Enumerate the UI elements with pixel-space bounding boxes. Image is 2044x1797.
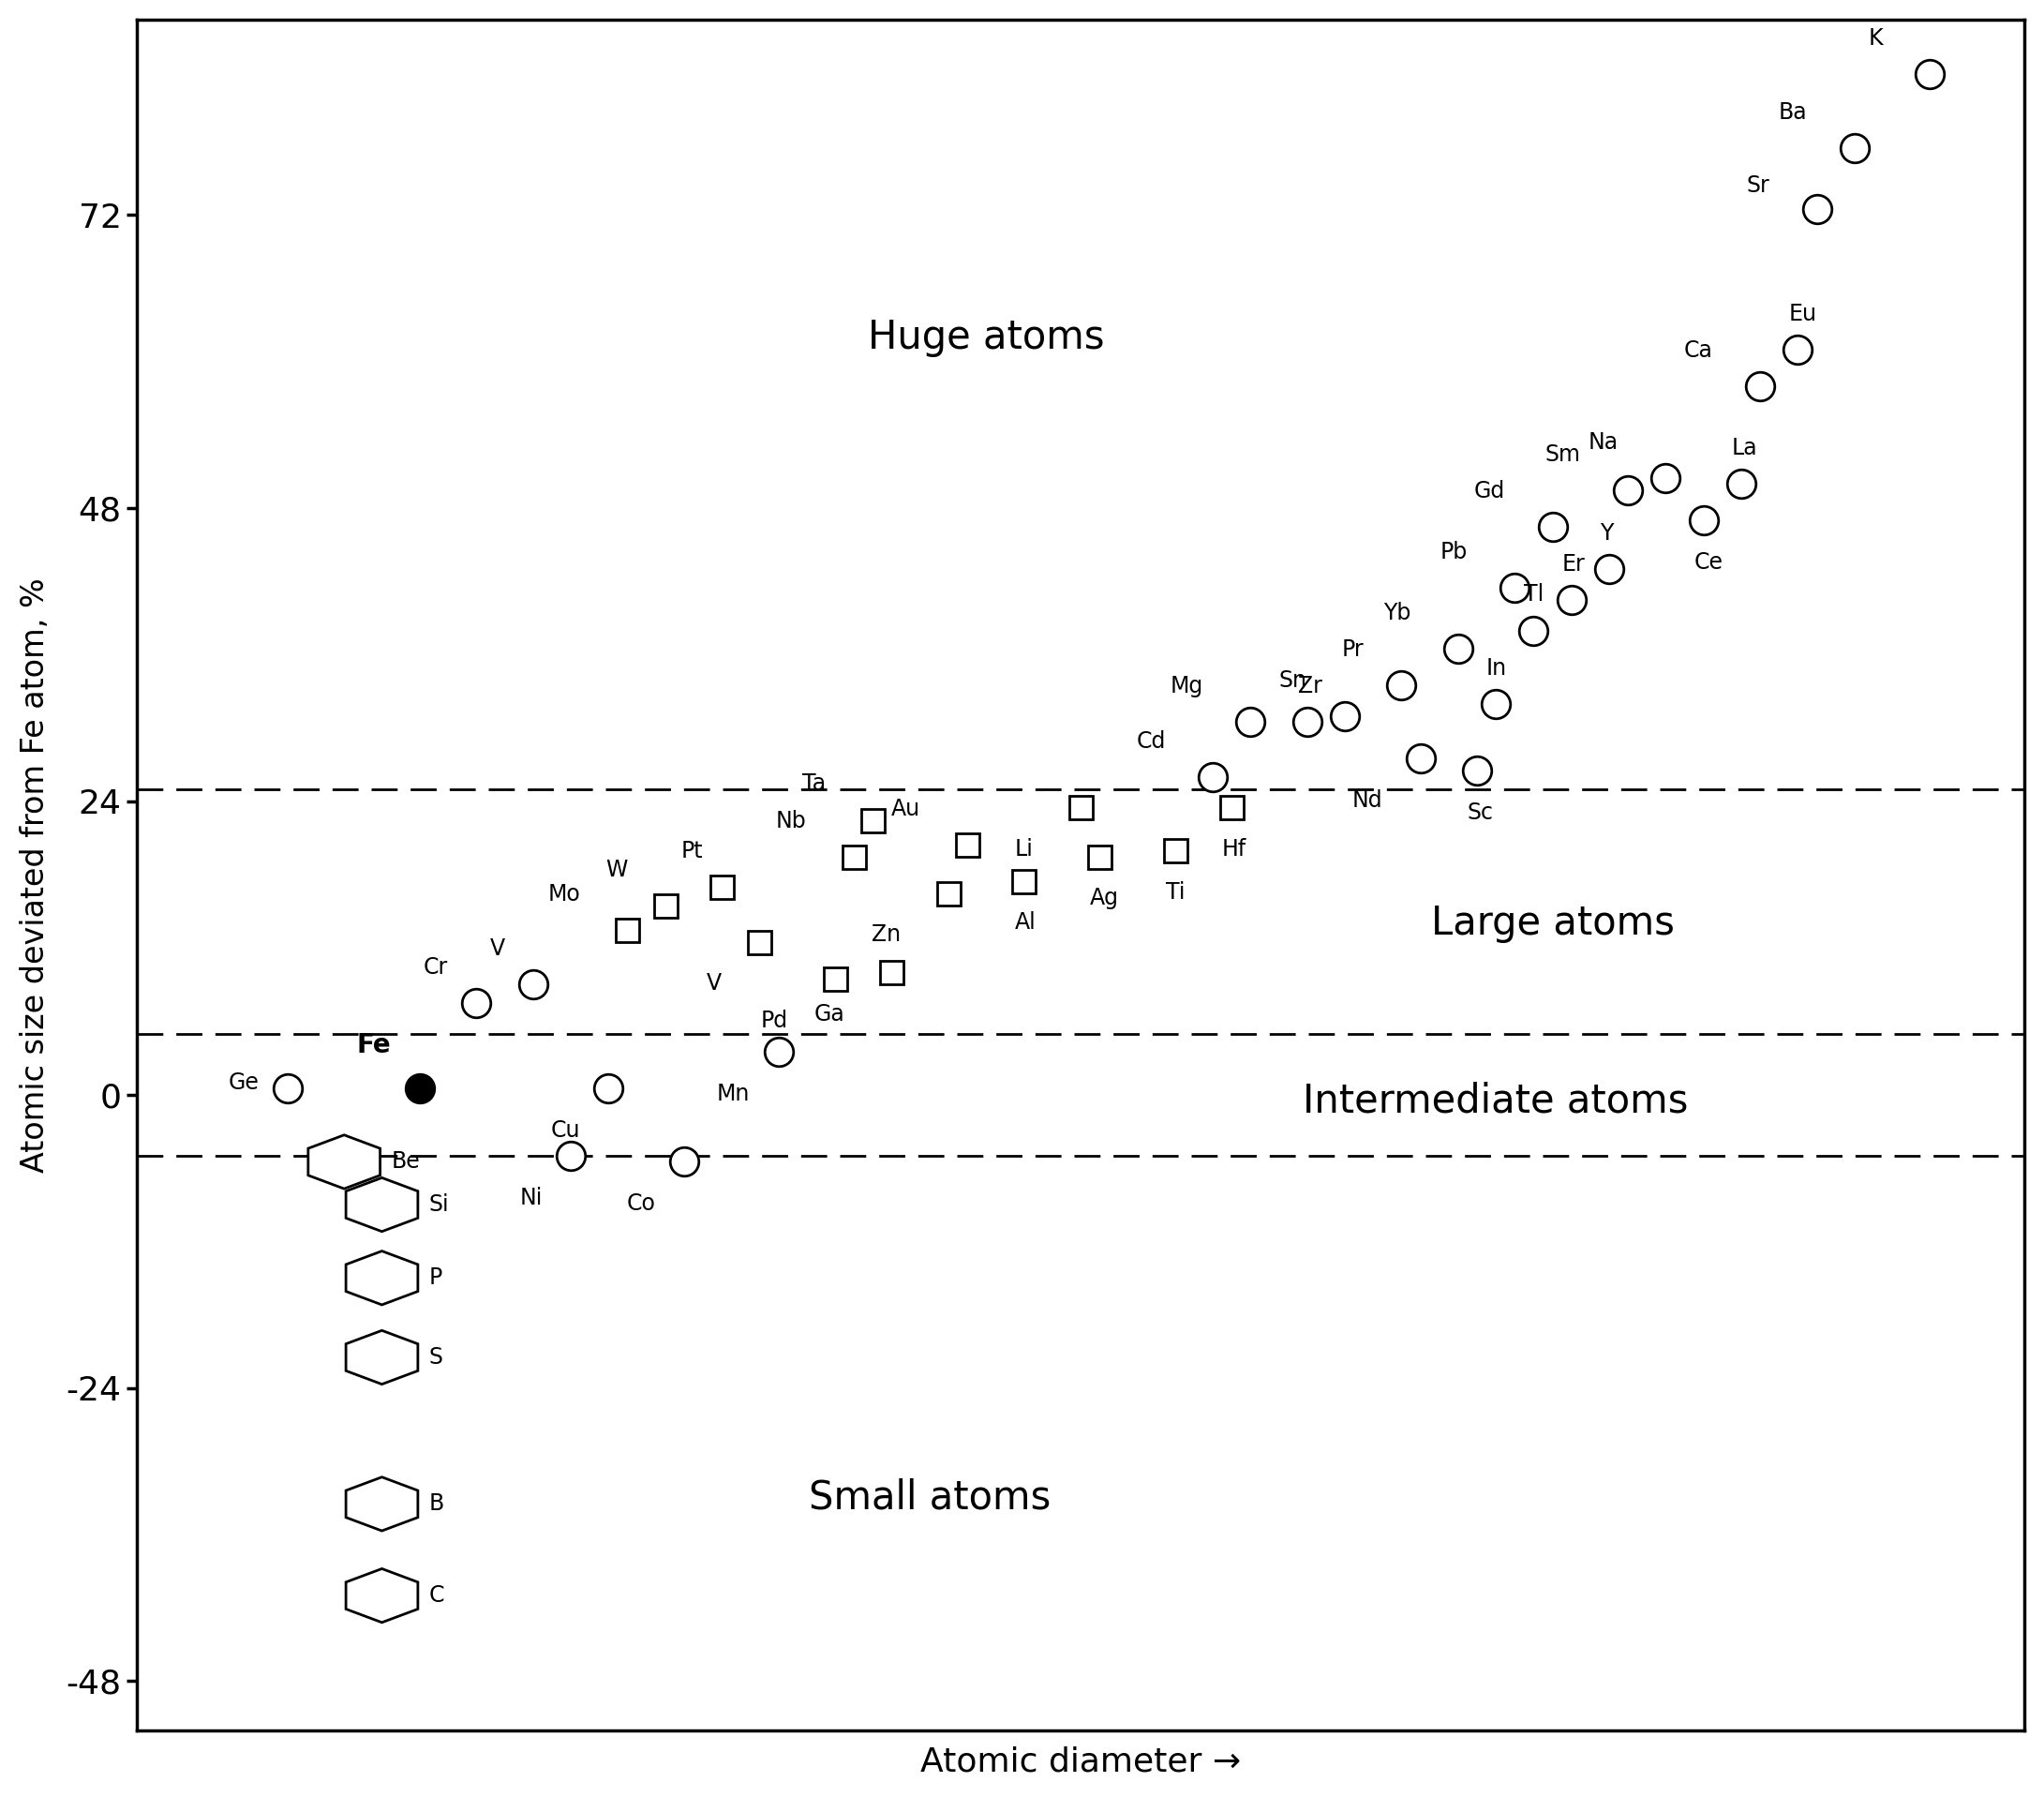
Y-axis label: Atomic size deviated from Fe atom, %: Atomic size deviated from Fe atom, %	[20, 577, 51, 1172]
Text: Ti: Ti	[1165, 881, 1186, 904]
Text: Ga: Ga	[814, 1003, 844, 1026]
Text: B: B	[429, 1493, 444, 1515]
Text: Tl: Tl	[1525, 584, 1543, 606]
Text: C: C	[429, 1585, 444, 1607]
Text: Huge atoms: Huge atoms	[869, 318, 1104, 358]
Text: Mo: Mo	[548, 882, 580, 906]
Text: Cu: Cu	[550, 1120, 580, 1141]
Text: Al: Al	[1014, 911, 1036, 934]
Text: Pb: Pb	[1441, 541, 1468, 562]
Polygon shape	[345, 1330, 417, 1384]
Text: Na: Na	[1588, 431, 1619, 453]
Text: Large atoms: Large atoms	[1431, 904, 1674, 943]
Text: Li: Li	[1014, 837, 1034, 861]
Text: Fe: Fe	[358, 1031, 390, 1058]
Text: Mn: Mn	[717, 1082, 750, 1105]
Text: In: In	[1486, 656, 1506, 679]
Text: Ca: Ca	[1684, 340, 1713, 361]
Polygon shape	[345, 1251, 417, 1305]
Text: Co: Co	[628, 1193, 656, 1215]
Text: La: La	[1731, 437, 1758, 460]
Text: Ta: Ta	[801, 773, 826, 796]
Text: Hf: Hf	[1222, 837, 1247, 861]
Text: Sr: Sr	[1746, 174, 1770, 196]
Text: Cr: Cr	[423, 956, 448, 979]
Text: Pt: Pt	[681, 839, 703, 863]
Text: Mg: Mg	[1169, 676, 1204, 697]
Text: Nb: Nb	[777, 809, 807, 832]
Text: Nd: Nd	[1351, 789, 1382, 812]
Text: Sn: Sn	[1280, 668, 1306, 692]
Text: Sm: Sm	[1545, 444, 1580, 465]
Text: Pr: Pr	[1341, 638, 1363, 661]
Polygon shape	[345, 1177, 417, 1231]
Text: Pd: Pd	[760, 1010, 787, 1031]
Text: V: V	[707, 972, 722, 996]
Polygon shape	[309, 1136, 380, 1190]
Text: K: K	[1868, 27, 1883, 50]
Text: Zn: Zn	[873, 924, 901, 945]
Text: Cd: Cd	[1136, 730, 1165, 753]
Text: Ni: Ni	[519, 1186, 542, 1209]
X-axis label: Atomic diameter →: Atomic diameter →	[920, 1745, 1241, 1777]
Text: Au: Au	[891, 798, 920, 819]
Text: P: P	[429, 1267, 442, 1288]
Text: Ag: Ag	[1089, 888, 1118, 909]
Text: Si: Si	[429, 1193, 450, 1217]
Text: V: V	[489, 938, 505, 960]
Text: S: S	[429, 1346, 444, 1369]
Text: Gd: Gd	[1474, 480, 1504, 501]
Text: Zr: Zr	[1298, 676, 1322, 697]
Text: Eu: Eu	[1788, 302, 1817, 325]
Text: Er: Er	[1562, 553, 1584, 575]
Text: Intermediate atoms: Intermediate atoms	[1304, 1082, 1688, 1121]
Polygon shape	[345, 1569, 417, 1623]
Text: Ba: Ba	[1778, 101, 1807, 124]
Text: Ce: Ce	[1694, 552, 1723, 573]
Text: W: W	[605, 859, 628, 881]
Polygon shape	[345, 1477, 417, 1531]
Text: Ge: Ge	[229, 1071, 260, 1094]
Text: Small atoms: Small atoms	[809, 1479, 1051, 1517]
Text: Y: Y	[1600, 523, 1613, 544]
Text: Be: Be	[390, 1150, 421, 1173]
Text: Yb: Yb	[1384, 602, 1410, 624]
Text: Sc: Sc	[1468, 801, 1494, 825]
